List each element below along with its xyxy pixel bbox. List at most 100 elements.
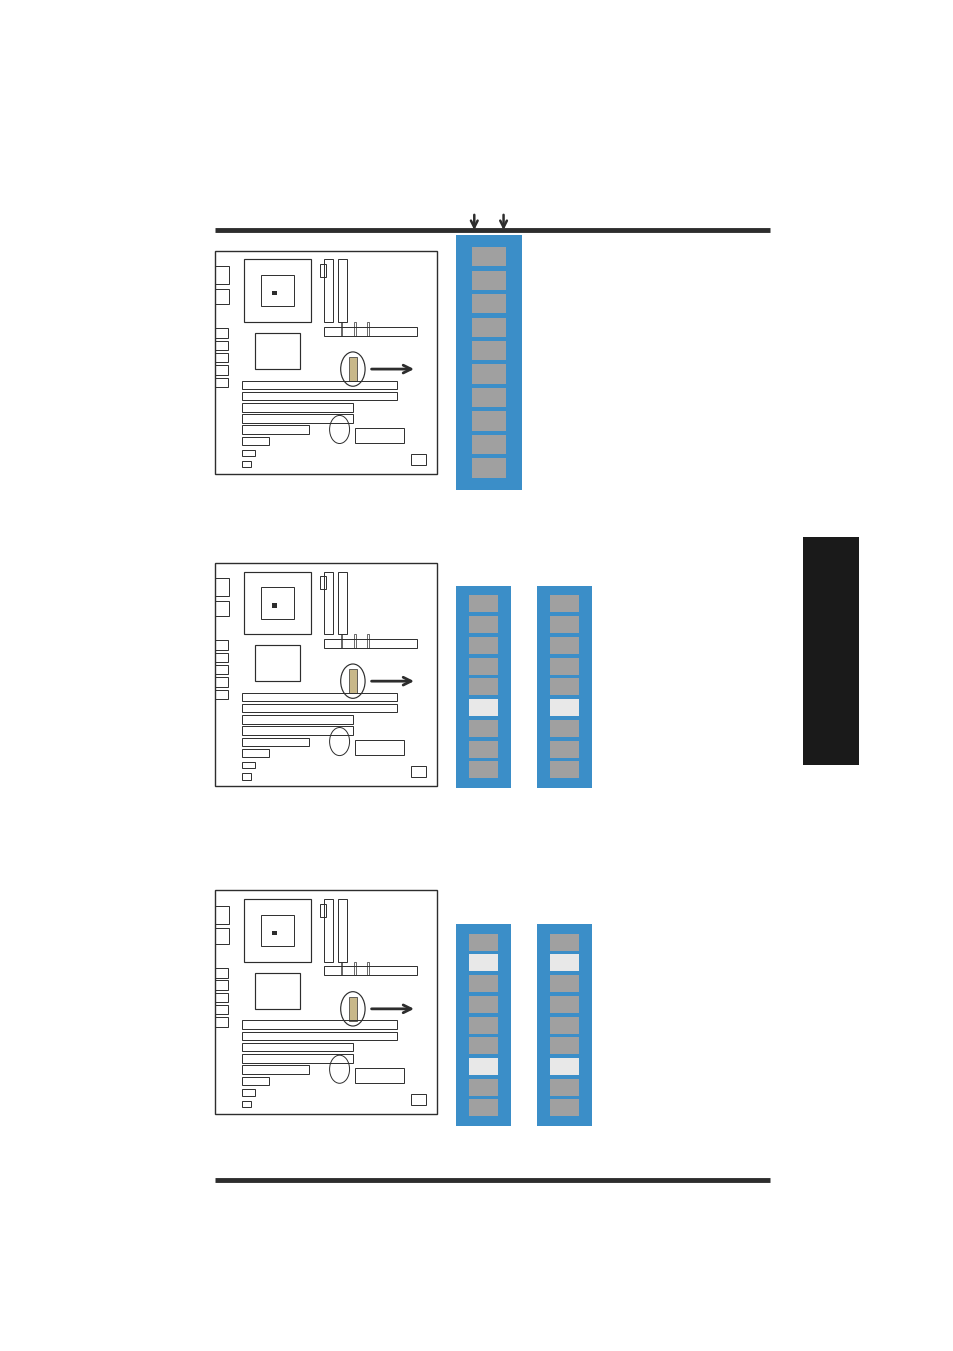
Bar xyxy=(355,428,403,443)
Bar xyxy=(244,259,311,322)
Bar xyxy=(242,415,353,423)
Bar xyxy=(348,997,356,1021)
Bar xyxy=(255,973,299,1009)
Bar xyxy=(471,411,506,431)
Bar xyxy=(242,1065,308,1074)
Bar xyxy=(319,576,326,589)
Bar xyxy=(469,762,497,778)
Bar xyxy=(215,289,229,304)
Bar xyxy=(550,700,578,716)
Bar xyxy=(469,996,497,1013)
Bar xyxy=(215,1005,228,1015)
Bar xyxy=(215,340,228,350)
Bar xyxy=(471,365,506,384)
Bar xyxy=(537,924,592,1127)
Bar xyxy=(255,646,299,681)
Bar xyxy=(242,1054,353,1062)
Bar xyxy=(471,458,506,477)
Bar xyxy=(215,1017,228,1027)
Bar xyxy=(469,1058,497,1075)
Bar xyxy=(215,562,436,786)
Bar xyxy=(242,1077,269,1085)
Bar xyxy=(242,750,269,757)
Bar xyxy=(242,693,396,701)
Bar xyxy=(242,715,353,724)
Bar xyxy=(242,1020,396,1029)
Bar xyxy=(244,900,311,962)
Bar xyxy=(215,890,436,1115)
Bar xyxy=(471,295,506,313)
Bar xyxy=(550,1016,578,1034)
Bar xyxy=(215,665,228,674)
Bar xyxy=(469,1016,497,1034)
Bar xyxy=(215,640,228,650)
Bar xyxy=(340,322,342,335)
Bar xyxy=(550,678,578,696)
Bar xyxy=(469,700,497,716)
Bar xyxy=(324,639,416,647)
Bar xyxy=(354,322,355,335)
Bar xyxy=(242,461,251,467)
Bar xyxy=(550,934,578,951)
Bar xyxy=(215,907,229,924)
Bar xyxy=(348,669,356,693)
Bar xyxy=(471,388,506,407)
Bar xyxy=(260,588,294,619)
Bar xyxy=(550,720,578,736)
Bar xyxy=(242,392,396,400)
Bar xyxy=(471,247,506,266)
Bar xyxy=(550,1100,578,1116)
Bar xyxy=(469,1100,497,1116)
Bar xyxy=(215,266,229,284)
Bar xyxy=(469,954,497,971)
Bar xyxy=(469,1038,497,1054)
Bar xyxy=(367,962,369,975)
Bar xyxy=(456,585,511,789)
Bar xyxy=(469,658,497,674)
Bar xyxy=(338,571,347,634)
Bar xyxy=(215,353,228,362)
Bar xyxy=(242,727,353,735)
Bar xyxy=(324,966,416,975)
Bar xyxy=(469,678,497,696)
Bar xyxy=(802,536,858,766)
Bar xyxy=(242,1043,353,1051)
Bar xyxy=(550,975,578,992)
Bar xyxy=(260,276,294,307)
Bar xyxy=(550,658,578,674)
Bar xyxy=(242,403,353,412)
Bar xyxy=(242,438,269,444)
Bar xyxy=(340,962,342,975)
Bar xyxy=(319,904,326,917)
Bar xyxy=(456,924,511,1127)
Bar xyxy=(242,704,396,712)
Bar xyxy=(338,900,347,962)
Bar xyxy=(324,327,416,335)
Bar xyxy=(471,340,506,361)
Bar xyxy=(242,426,308,434)
Bar xyxy=(469,616,497,634)
Bar xyxy=(456,235,521,490)
Bar xyxy=(242,450,255,457)
Bar xyxy=(469,740,497,758)
Bar xyxy=(242,738,308,746)
Bar xyxy=(215,653,228,662)
Bar xyxy=(471,317,506,336)
Bar xyxy=(340,634,342,647)
Bar xyxy=(550,616,578,634)
Bar xyxy=(324,571,333,634)
Bar xyxy=(550,1078,578,1096)
Bar xyxy=(469,636,497,654)
Bar xyxy=(255,334,299,369)
Bar xyxy=(469,596,497,612)
Bar xyxy=(324,900,333,962)
Bar xyxy=(537,585,592,789)
Bar xyxy=(215,578,229,596)
Bar xyxy=(355,1069,403,1082)
Bar xyxy=(215,689,228,698)
Bar xyxy=(273,290,277,296)
Bar xyxy=(273,931,277,935)
Bar xyxy=(215,993,228,1002)
Bar xyxy=(242,1101,251,1108)
Bar xyxy=(273,603,277,608)
